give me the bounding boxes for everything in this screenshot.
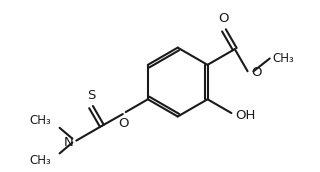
Text: CH₃: CH₃ bbox=[273, 52, 294, 65]
Text: CH₃: CH₃ bbox=[29, 154, 51, 167]
Text: OH: OH bbox=[235, 109, 256, 122]
Text: O: O bbox=[118, 117, 129, 130]
Text: N: N bbox=[64, 136, 73, 149]
Text: S: S bbox=[87, 89, 95, 102]
Text: O: O bbox=[252, 66, 262, 79]
Text: CH₃: CH₃ bbox=[29, 114, 51, 127]
Text: O: O bbox=[219, 12, 229, 25]
